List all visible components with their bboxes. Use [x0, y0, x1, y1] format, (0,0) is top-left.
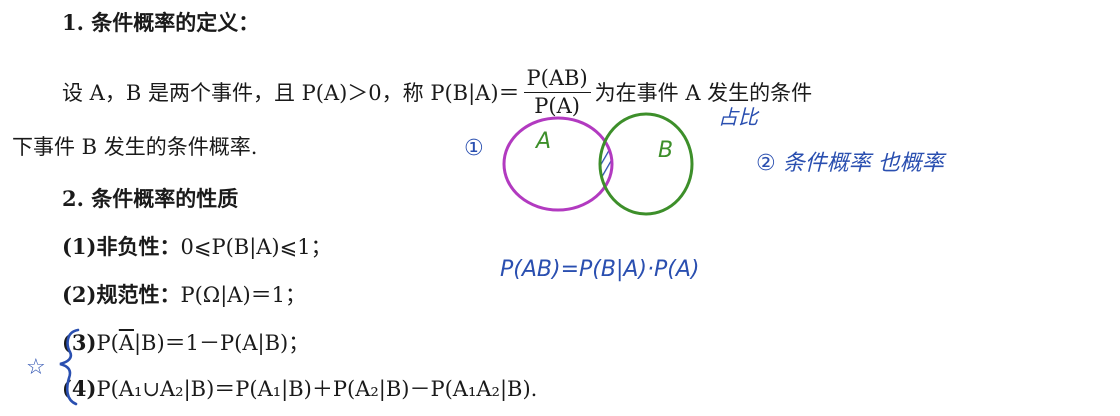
property-1: (1)非负性：0⩽P(B|A)⩽1； — [62, 236, 332, 258]
venn-circle-b — [598, 112, 694, 216]
property-3-formula-post: |B)＝1－P(A|B)； — [133, 331, 310, 355]
conditional-probability-fraction: P(AB) P(A) — [523, 66, 591, 117]
definition-line-2: 下事件 B 发生的条件概率. — [12, 135, 258, 159]
property-2-label: (2)规范性： — [62, 282, 181, 307]
property-4-formula: P(A₁∪A₂|B)＝P(A₁|B)＋P(A₂|B)－P(A₁A₂|B). — [96, 377, 538, 401]
venn-label-a: A — [534, 129, 551, 154]
venn-circle-a — [502, 116, 614, 212]
star-icon: ☆ — [26, 355, 46, 380]
property-2: (2)规范性：P(Ω|A)＝1； — [62, 284, 306, 306]
note-ratio: 占比 — [718, 105, 760, 129]
property-3-formula-pre: P( — [96, 331, 119, 355]
property-4-label: (4) — [62, 376, 97, 401]
definition-suffix: 为在事件 A 发生的条件 — [594, 81, 813, 105]
property-4: (4)P(A₁∪A₂|B)＝P(A₁|B)＋P(A₂|B)－P(A₁A₂|B). — [62, 378, 537, 400]
property-3: (3)P(A|B)＝1－P(A|B)； — [62, 332, 309, 354]
definition-line-1: 设 A，B 是两个事件，且 P(A)＞0，称 P(B|A)＝ P(AB) P(A) 为… — [62, 66, 813, 119]
section-2-title: 2. 条件概率的性质 — [62, 186, 239, 211]
handwritten-formula: P(AB)=P(B|A)·P(A) — [500, 257, 699, 282]
property-3-label: (3) — [62, 330, 97, 355]
definition-prefix: 设 A，B 是两个事件，且 P(A)＞0，称 P(B|A)＝ — [62, 81, 520, 105]
note-1-marker: ① — [464, 136, 484, 161]
brace-mark — [59, 328, 80, 406]
fraction-denominator: P(A) — [523, 92, 591, 117]
property-1-formula: 0⩽P(B|A)⩽1； — [180, 235, 332, 259]
property-1-label: (1)非负性： — [62, 234, 181, 259]
section-1-title: 1. 条件概率的定义： — [62, 10, 260, 35]
property-3-complement-a: A — [118, 331, 134, 355]
property-2-formula: P(Ω|A)＝1； — [180, 283, 307, 307]
venn-label-b: B — [658, 138, 673, 163]
note-2: ② 条件概率 也概率 — [756, 151, 947, 176]
fraction-numerator: P(AB) — [526, 66, 588, 90]
